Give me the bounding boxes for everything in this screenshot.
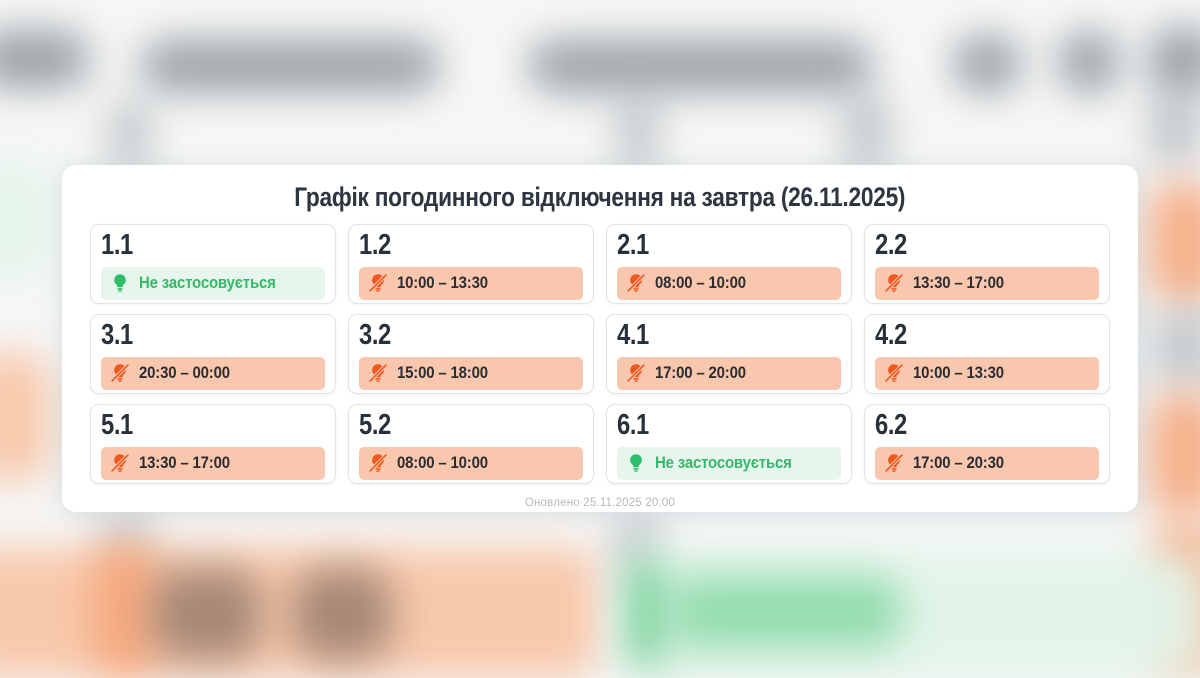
- group-card: 6.1 Не застосовується: [606, 404, 852, 484]
- status-bar: 13:30 – 17:00: [101, 446, 325, 480]
- group-card: 5.2 08:00 – 10:00: [348, 404, 594, 484]
- group-card: 5.1 13:30 – 17:00: [90, 404, 336, 484]
- blurred-gray-block: [1150, 306, 1200, 390]
- blurred-green-text: [668, 576, 903, 648]
- group-card: 2.1 08:00 – 10:00: [606, 224, 852, 304]
- bulb-on-icon: [626, 452, 646, 474]
- group-card: 6.2 17:00 – 20:30: [864, 404, 1110, 484]
- bulb-off-icon: [884, 272, 904, 294]
- group-id: 3.1: [101, 319, 133, 351]
- group-id: 6.1: [617, 409, 649, 441]
- group-id: 5.1: [101, 409, 133, 441]
- status-label: 08:00 – 10:00: [397, 453, 488, 473]
- blurred-green-card: [0, 162, 50, 277]
- bulb-off-icon: [110, 452, 130, 474]
- group-card: 1.2 10:00 – 13:30: [348, 224, 594, 304]
- blurred-orange-card: [1148, 392, 1200, 516]
- status-bar: Не застосовується: [617, 446, 841, 480]
- status-bar: 08:00 – 10:00: [359, 446, 583, 480]
- status-label: Не застосовується: [139, 273, 276, 293]
- schedule-panel: Графік погодинного відключення на завтра…: [62, 165, 1138, 512]
- blurred-orange-card: [0, 352, 50, 482]
- status-bar: 08:00 – 10:00: [617, 266, 841, 300]
- group-id: 4.1: [617, 319, 649, 351]
- blurred-title-fragment: [1148, 26, 1200, 96]
- status-bar: 10:00 – 13:30: [875, 356, 1099, 390]
- group-card: 1.1 Не застосовується: [90, 224, 336, 304]
- bulb-off-icon: [626, 362, 646, 384]
- blurred-title-fragment: [952, 35, 1022, 93]
- status-label: 13:30 – 17:00: [139, 453, 230, 473]
- group-card: 3.1 20:30 – 00:00: [90, 314, 336, 394]
- blurred-green-icon: [630, 558, 662, 668]
- blurred-dark-text: [152, 568, 262, 660]
- bulb-off-icon: [626, 272, 646, 294]
- blurred-text-streak: [108, 98, 152, 172]
- blurred-text-streak: [1148, 92, 1200, 170]
- group-card: 4.1 17:00 – 20:00: [606, 314, 852, 394]
- blurred-orange-card: [1148, 182, 1200, 304]
- bulb-off-icon: [884, 452, 904, 474]
- status-bar: 17:00 – 20:00: [617, 356, 841, 390]
- group-id: 5.2: [359, 409, 391, 441]
- status-bar: 10:00 – 13:30: [359, 266, 583, 300]
- group-id: 6.2: [875, 409, 907, 441]
- updated-timestamp: Оновлено 25.11.2025 20:00: [524, 497, 676, 509]
- status-label: 17:00 – 20:00: [655, 363, 746, 383]
- group-grid: 1.1 Не застосовується: [90, 224, 1110, 484]
- bulb-off-icon: [110, 362, 130, 384]
- status-bar: 13:30 – 17:00: [875, 266, 1099, 300]
- status-bar: 17:00 – 20:30: [875, 446, 1099, 480]
- status-bar: 20:30 – 00:00: [101, 356, 325, 390]
- status-label: 08:00 – 10:00: [655, 273, 746, 293]
- status-label: 10:00 – 13:30: [397, 273, 488, 293]
- blurred-title-fragment: [528, 40, 873, 92]
- status-label: 10:00 – 13:30: [913, 363, 1004, 383]
- status-label: Не застосовується: [655, 453, 792, 473]
- bulb-off-icon: [368, 362, 388, 384]
- blurred-text-streak: [842, 92, 892, 172]
- group-card: 2.2 13:30 – 17:00: [864, 224, 1110, 304]
- group-card: 3.2 15:00 – 18:00: [348, 314, 594, 394]
- status-label: 20:30 – 00:00: [139, 363, 230, 383]
- group-card: 4.2 10:00 – 13:30: [864, 314, 1110, 394]
- blurred-title-fragment: [1058, 30, 1120, 94]
- bulb-off-icon: [368, 272, 388, 294]
- group-id: 1.1: [101, 229, 133, 261]
- page-title: Графік погодинного відключення на завтра…: [294, 182, 906, 212]
- bulb-off-icon: [884, 362, 904, 384]
- status-bar: 15:00 – 18:00: [359, 356, 583, 390]
- bulb-off-icon: [368, 452, 388, 474]
- blurred-title-fragment: [0, 30, 90, 88]
- blurred-orange-icon: [92, 545, 157, 675]
- group-id: 2.1: [617, 229, 649, 261]
- status-bar: Не застосовується: [101, 266, 325, 300]
- status-label: 17:00 – 20:30: [913, 453, 1004, 473]
- status-label: 13:30 – 17:00: [913, 273, 1004, 293]
- status-label: 15:00 – 18:00: [397, 363, 488, 383]
- group-id: 1.2: [359, 229, 391, 261]
- group-id: 4.2: [875, 319, 907, 351]
- blurred-title-fragment: [140, 40, 440, 92]
- blurred-dark-text: [292, 568, 392, 660]
- group-id: 2.2: [875, 229, 907, 261]
- bulb-on-icon: [110, 272, 130, 294]
- group-id: 3.2: [359, 319, 391, 351]
- blurred-text-streak: [616, 96, 660, 172]
